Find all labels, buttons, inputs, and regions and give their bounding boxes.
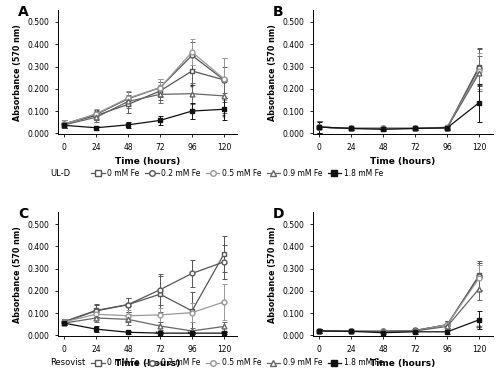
X-axis label: Time (hours): Time (hours) bbox=[115, 359, 180, 368]
Text: ***: *** bbox=[187, 331, 197, 337]
Text: UL-D: UL-D bbox=[50, 168, 70, 178]
Text: *: * bbox=[222, 114, 226, 123]
Text: *: * bbox=[190, 84, 194, 93]
Y-axis label: Absorbance (570 nm): Absorbance (570 nm) bbox=[12, 24, 22, 121]
Y-axis label: Absorbance (570 nm): Absorbance (570 nm) bbox=[12, 226, 22, 322]
Y-axis label: Absorbance (570 nm): Absorbance (570 nm) bbox=[268, 226, 277, 322]
X-axis label: Time (hours): Time (hours) bbox=[370, 359, 435, 368]
Text: Resovist: Resovist bbox=[50, 358, 85, 367]
X-axis label: Time (hours): Time (hours) bbox=[370, 157, 435, 166]
Text: ***: *** bbox=[155, 331, 165, 337]
Text: **: ** bbox=[476, 325, 483, 334]
Text: **: ** bbox=[220, 331, 228, 337]
Text: **: ** bbox=[220, 301, 228, 307]
Text: *: * bbox=[158, 324, 162, 330]
Legend: 0 mM Fe, 0.2 mM Fe, 0.5 mM Fe, 0.9 mM Fe, 1.8 mM Fe: 0 mM Fe, 0.2 mM Fe, 0.5 mM Fe, 0.9 mM Fe… bbox=[92, 168, 383, 178]
Text: *: * bbox=[446, 325, 449, 334]
Y-axis label: Absorbance (570 nm): Absorbance (570 nm) bbox=[268, 24, 277, 121]
Text: D: D bbox=[273, 207, 284, 221]
Legend: 0 mM Fe, 0.2 mM Fe, 0.5 mM Fe, 0.9 mM Fe, 1.8 mM Fe: 0 mM Fe, 0.2 mM Fe, 0.5 mM Fe, 0.9 mM Fe… bbox=[92, 358, 383, 367]
Text: **: ** bbox=[124, 319, 132, 326]
Text: *: * bbox=[190, 310, 194, 317]
Text: C: C bbox=[18, 207, 28, 221]
Text: A: A bbox=[18, 5, 28, 19]
Text: B: B bbox=[273, 5, 284, 19]
X-axis label: Time (hours): Time (hours) bbox=[115, 157, 180, 166]
